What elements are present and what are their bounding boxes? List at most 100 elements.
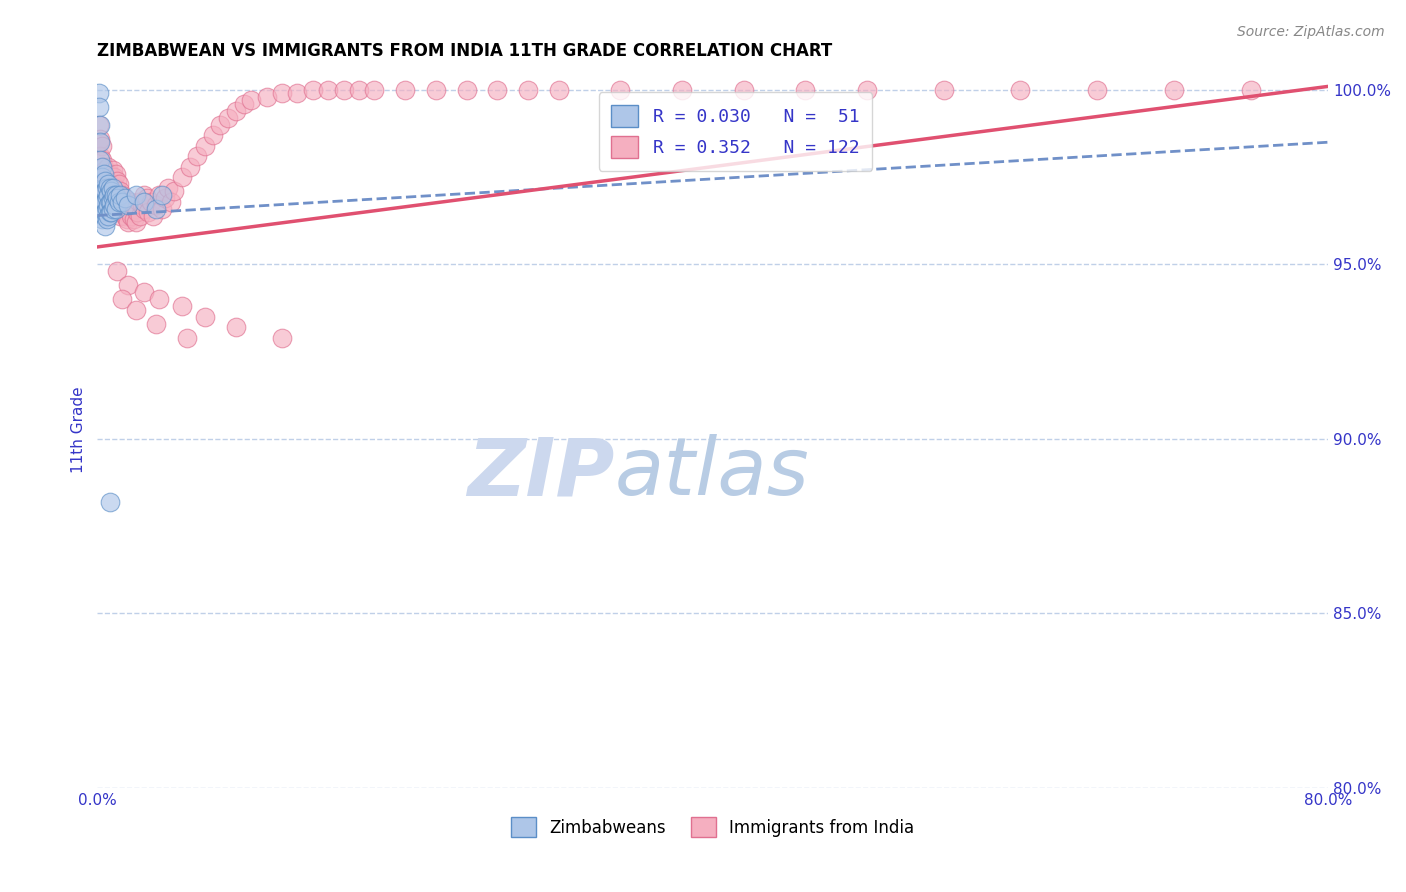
Point <box>194 310 217 324</box>
Point <box>101 202 124 216</box>
Point <box>271 87 294 101</box>
Point <box>110 187 132 202</box>
Point <box>94 191 117 205</box>
Point <box>94 194 117 209</box>
Point <box>89 118 111 132</box>
Point <box>256 90 278 104</box>
Point <box>111 187 134 202</box>
Point <box>98 494 121 508</box>
Point <box>97 187 120 202</box>
Point <box>105 173 128 187</box>
Point <box>157 180 180 194</box>
Point <box>101 180 124 194</box>
Point <box>94 205 117 219</box>
Point <box>96 194 118 209</box>
Point <box>132 202 155 216</box>
Point <box>104 167 127 181</box>
Point <box>105 264 128 278</box>
Point <box>94 219 117 233</box>
Point <box>101 177 124 191</box>
Point <box>93 180 115 194</box>
Point <box>97 177 120 191</box>
Point <box>98 194 121 209</box>
Point <box>135 191 157 205</box>
Point <box>148 292 170 306</box>
Point <box>285 87 308 101</box>
Point <box>517 83 540 97</box>
Point <box>94 177 117 191</box>
Point <box>110 198 132 212</box>
Point <box>101 187 124 202</box>
Point <box>132 194 155 209</box>
Point <box>160 194 183 209</box>
Point <box>117 215 139 229</box>
Point <box>548 83 571 97</box>
Point <box>170 299 193 313</box>
Point <box>87 87 110 101</box>
Point <box>96 202 118 216</box>
Point <box>111 194 134 209</box>
Point <box>1010 83 1032 97</box>
Point <box>101 191 124 205</box>
Point <box>97 173 120 187</box>
Point <box>217 111 239 125</box>
Point <box>100 205 122 219</box>
Point <box>332 83 354 97</box>
Point <box>125 202 148 216</box>
Point <box>1163 83 1185 97</box>
Text: Source: ZipAtlas.com: Source: ZipAtlas.com <box>1237 25 1385 39</box>
Point <box>105 187 128 202</box>
Point <box>98 167 121 181</box>
Point <box>97 160 120 174</box>
Point <box>132 285 155 300</box>
Point <box>201 128 224 143</box>
Point <box>93 177 115 191</box>
Point <box>145 198 167 212</box>
Point <box>456 83 478 97</box>
Point <box>100 170 122 185</box>
Point <box>120 209 142 223</box>
Point <box>124 212 146 227</box>
Point <box>1240 83 1263 97</box>
Point <box>120 194 142 209</box>
Point <box>98 177 121 191</box>
Text: atlas: atlas <box>614 434 808 512</box>
Point <box>118 205 141 219</box>
Point <box>671 83 693 97</box>
Point <box>108 194 131 209</box>
Point <box>87 118 110 132</box>
Point <box>91 187 114 202</box>
Point <box>112 191 135 205</box>
Legend: Zimbabweans, Immigrants from India: Zimbabweans, Immigrants from India <box>505 810 921 844</box>
Point <box>96 184 118 198</box>
Point <box>103 170 125 185</box>
Point <box>100 194 122 209</box>
Point <box>150 187 173 202</box>
Point <box>363 83 385 97</box>
Point <box>93 209 115 223</box>
Point <box>117 198 139 212</box>
Point <box>89 149 111 163</box>
Point <box>101 163 124 178</box>
Point <box>97 198 120 212</box>
Point <box>125 215 148 229</box>
Point <box>96 212 118 227</box>
Point <box>89 135 111 149</box>
Point <box>110 184 132 198</box>
Point <box>96 180 118 194</box>
Point <box>209 118 232 132</box>
Point <box>148 187 170 202</box>
Point <box>91 138 114 153</box>
Point <box>121 198 143 212</box>
Point <box>128 194 150 209</box>
Point <box>316 83 339 97</box>
Point <box>108 177 131 191</box>
Y-axis label: 11th Grade: 11th Grade <box>72 387 86 474</box>
Point <box>104 202 127 216</box>
Point <box>89 153 111 167</box>
Point <box>91 160 114 174</box>
Point <box>104 187 127 202</box>
Point <box>225 103 247 118</box>
Point <box>733 83 755 97</box>
Point <box>104 194 127 209</box>
